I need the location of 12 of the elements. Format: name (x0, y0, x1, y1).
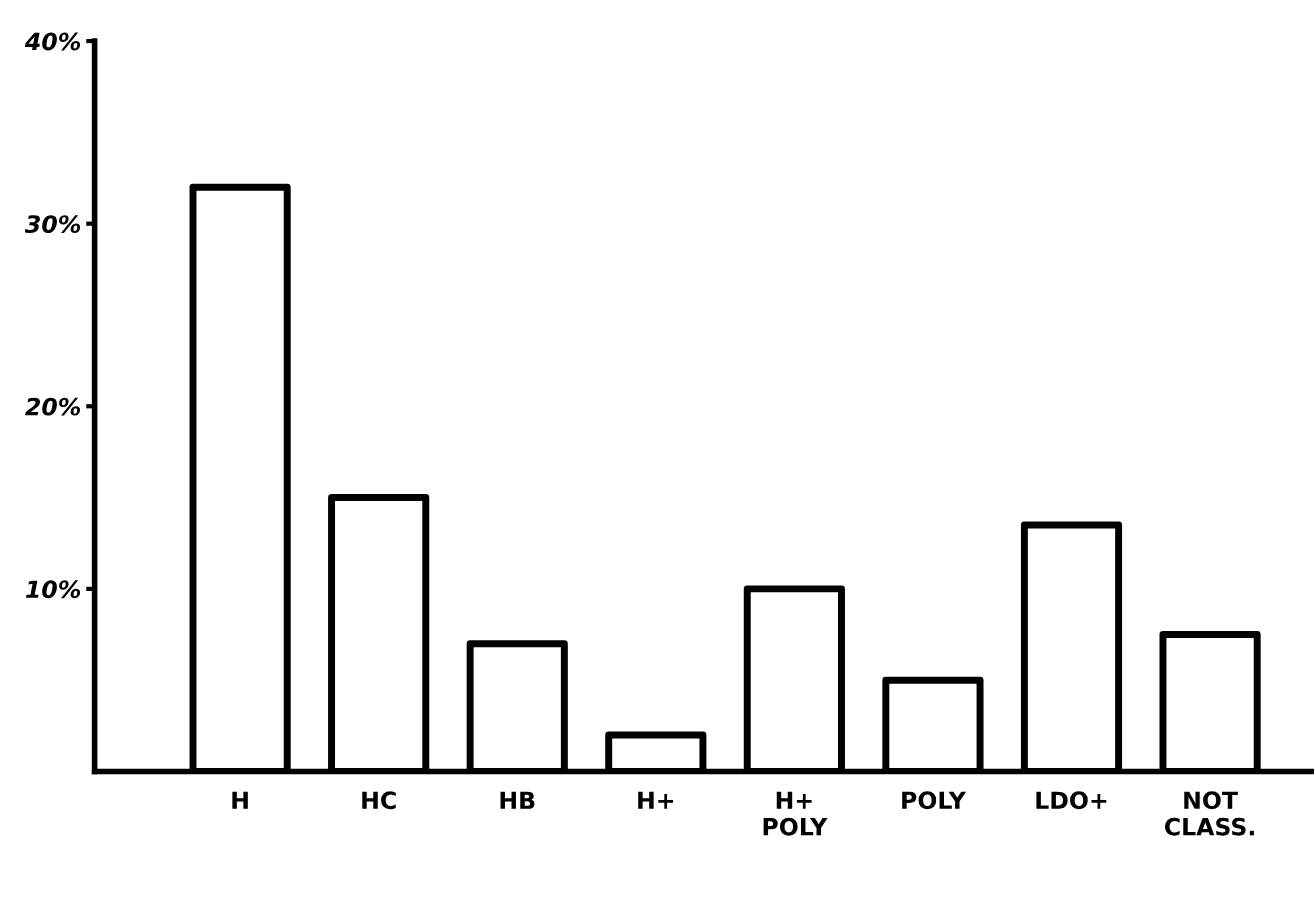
y-tick-label: 20% (25, 397, 81, 416)
y-tick-label: 10% (25, 580, 81, 599)
x-tick-label: HB (500, 791, 535, 809)
x-tick-label: POLY (902, 791, 967, 810)
x-tick-label: H+ (638, 791, 674, 809)
x-tick-label: HC (362, 791, 396, 810)
x-tick-label: H+ POLY (763, 791, 828, 836)
x-tick-label: LDO+ (1036, 791, 1107, 810)
y-tick-label: 30% (24, 215, 81, 233)
y-tick-label: 40% (24, 32, 81, 51)
x-tick-label: NOT CLASS. (1164, 791, 1254, 836)
x-tick-label: H (232, 791, 248, 809)
